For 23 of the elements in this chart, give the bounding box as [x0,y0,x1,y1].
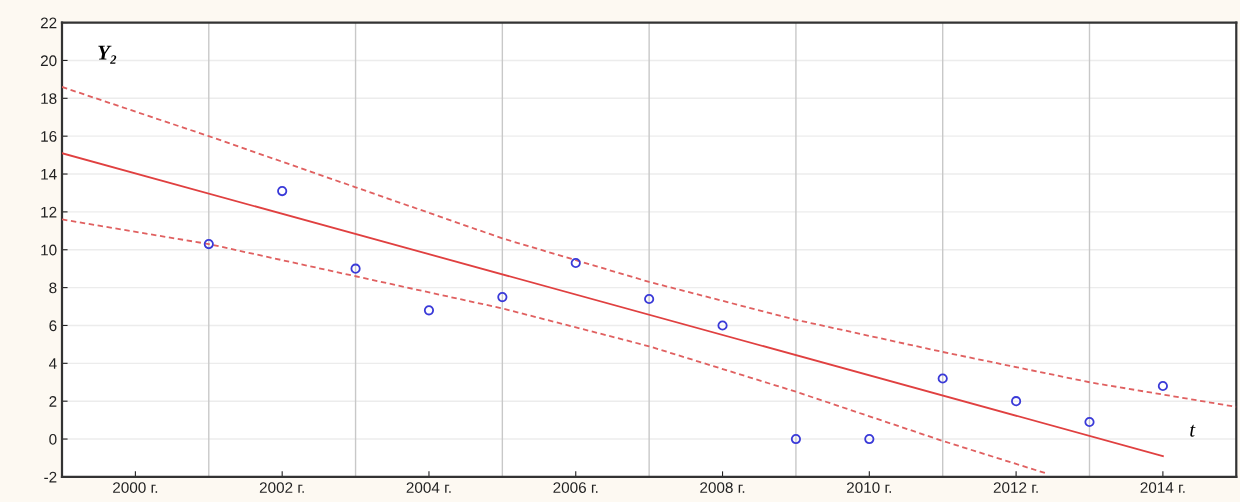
x-tick-label: 2014 г. [1140,482,1185,493]
y-tick-label: 16 [41,131,57,142]
x-tick-label: 2006 г. [553,482,598,493]
y-tick-label: 8 [49,282,57,294]
y-tick-label: 2 [49,396,57,407]
x-tick-label: 2002 г. [259,482,304,493]
y-tick-label: 22 [40,17,57,29]
y-tick-label: 6 [49,320,57,332]
y-tick-label: 0 [49,433,57,445]
x-axis-title: t [1190,424,1196,437]
y-tick-label: 10 [41,244,57,256]
x-tick-label: 2004 г. [406,482,451,493]
x-tick-label: 2008 г. [700,482,745,493]
y-tick-label: 20 [40,55,57,67]
x-tick-label: 2000 г. [113,482,158,493]
x-tick-label: 2010 г. [847,482,892,493]
y-axis-title: Y₂ [98,45,117,64]
x-tick-label: 2012 г. [993,482,1038,493]
y-tick-label: -2 [44,471,57,483]
y-tick-label: 4 [48,358,57,369]
y-tick-label: 18 [41,93,57,104]
y-tick-label: 14 [41,169,57,180]
y-tick-label: 12 [41,206,57,218]
